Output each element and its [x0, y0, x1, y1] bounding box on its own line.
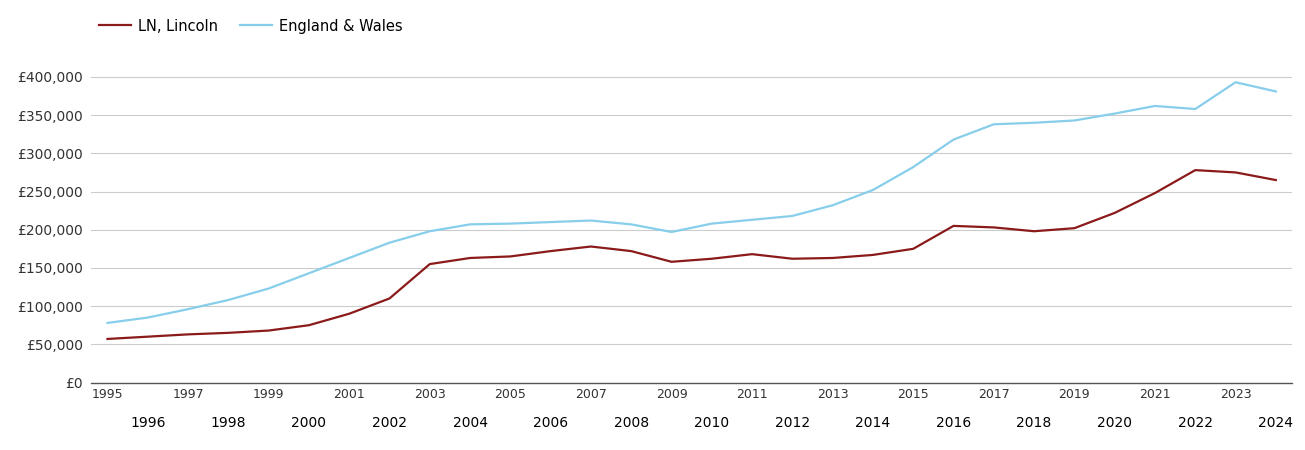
LN, Lincoln [583, 244, 599, 249]
England & Wales [703, 221, 719, 226]
England & Wales [624, 222, 639, 227]
England & Wales [140, 315, 155, 320]
England & Wales [342, 255, 358, 261]
England & Wales [583, 218, 599, 223]
Legend: LN, Lincoln, England & Wales: LN, Lincoln, England & Wales [99, 18, 403, 34]
LN, Lincoln [784, 256, 800, 261]
England & Wales [1026, 120, 1041, 126]
LN, Lincoln [99, 336, 115, 342]
Line: England & Wales: England & Wales [107, 82, 1276, 323]
LN, Lincoln [301, 323, 317, 328]
LN, Lincoln [543, 248, 559, 254]
LN, Lincoln [342, 311, 358, 316]
England & Wales [422, 229, 437, 234]
LN, Lincoln [381, 296, 397, 301]
England & Wales [221, 297, 236, 303]
LN, Lincoln [140, 334, 155, 339]
LN, Lincoln [906, 246, 921, 252]
LN, Lincoln [825, 255, 840, 261]
LN, Lincoln [987, 225, 1002, 230]
LN, Lincoln [502, 254, 518, 259]
LN, Lincoln [1026, 229, 1041, 234]
LN, Lincoln [744, 252, 760, 257]
England & Wales [1188, 106, 1203, 112]
England & Wales [664, 230, 680, 235]
England & Wales [99, 320, 115, 326]
LN, Lincoln [462, 255, 478, 261]
England & Wales [784, 213, 800, 219]
LN, Lincoln [1066, 225, 1082, 231]
England & Wales [1268, 89, 1284, 94]
England & Wales [502, 221, 518, 226]
England & Wales [1147, 103, 1163, 108]
England & Wales [301, 270, 317, 276]
England & Wales [1107, 111, 1122, 116]
England & Wales [825, 202, 840, 208]
England & Wales [865, 187, 881, 193]
LN, Lincoln [865, 252, 881, 257]
LN, Lincoln [422, 261, 437, 267]
England & Wales [906, 164, 921, 170]
England & Wales [1228, 80, 1244, 85]
LN, Lincoln [703, 256, 719, 261]
England & Wales [381, 240, 397, 245]
LN, Lincoln [1188, 167, 1203, 173]
Line: LN, Lincoln: LN, Lincoln [107, 170, 1276, 339]
LN, Lincoln [180, 332, 196, 337]
England & Wales [180, 306, 196, 312]
England & Wales [1066, 118, 1082, 123]
LN, Lincoln [221, 330, 236, 336]
England & Wales [946, 137, 962, 142]
LN, Lincoln [664, 259, 680, 265]
LN, Lincoln [946, 223, 962, 229]
LN, Lincoln [1268, 177, 1284, 183]
LN, Lincoln [261, 328, 277, 333]
England & Wales [744, 217, 760, 222]
LN, Lincoln [1107, 210, 1122, 216]
LN, Lincoln [624, 248, 639, 254]
England & Wales [261, 286, 277, 291]
LN, Lincoln [1147, 190, 1163, 196]
LN, Lincoln [1228, 170, 1244, 175]
England & Wales [462, 222, 478, 227]
England & Wales [987, 122, 1002, 127]
England & Wales [543, 219, 559, 225]
